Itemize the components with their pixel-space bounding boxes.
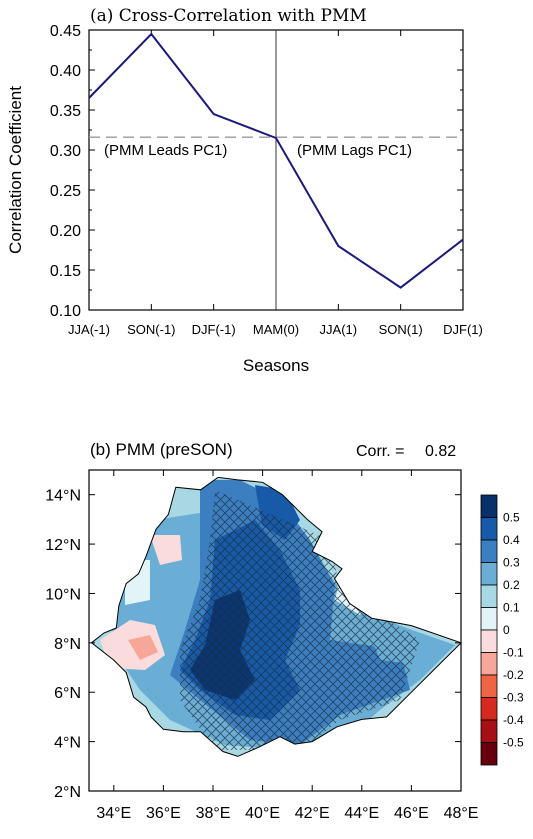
panel-b-title: (b) PMM (preSON)	[90, 440, 233, 459]
lon-tick-label: 40°E	[245, 805, 280, 822]
lon-tick-label: 42°E	[295, 805, 330, 822]
field-negative-09	[150, 535, 182, 565]
colorbar-label: 0.2	[503, 578, 520, 592]
y-tick-label: 0.10	[50, 303, 81, 320]
lon-tick-label: 36°E	[146, 805, 181, 822]
colorbar: 0.5 0.4 0.3 0.2 0.1 0 -0.1 -0.2 -0.3 -0.4 -0.5	[480, 494, 524, 766]
map-panel: (b) PMM (preSON) Corr. = 0.82 14°N 12°N 10…	[45, 440, 524, 822]
colorbar-swatch	[480, 494, 498, 518]
colorbar-swatch	[480, 629, 498, 653]
colorbar-swatch	[480, 652, 498, 676]
pmm-leads-annotation: (PMM Leads PC1)	[104, 142, 227, 159]
colorbar-label: 0	[503, 623, 510, 637]
lon-tick-label: 34°E	[96, 805, 131, 822]
x-tick-label: DJF(1)	[443, 322, 483, 337]
colorbar-swatch	[480, 539, 498, 563]
lat-tick-label: 10°N	[45, 586, 81, 603]
lon-tick-label: 38°E	[196, 805, 231, 822]
lat-tick-label: 2°N	[54, 784, 81, 801]
map-frame	[88, 469, 462, 792]
x-tick-label: SON(1)	[379, 322, 423, 337]
corr-label: Corr. =	[356, 443, 404, 460]
colorbar-swatch	[480, 742, 498, 766]
y-axis-ticks: 0.10 0.15 0.20 0.25 0.30 0.35 0.40 0.45	[50, 23, 463, 320]
x-tick-label: JJA(1)	[320, 322, 358, 337]
significance-hatching	[180, 490, 420, 750]
pmm-lags-annotation: (PMM Lags PC1)	[297, 142, 412, 159]
x-tick-label: JJA(-1)	[68, 322, 110, 337]
x-axis-ticks: JJA(-1) SON(-1) DJF(-1) MAM(0) JJA(1) SON(1) D…	[68, 30, 483, 337]
colorbar-label: -0.2	[503, 668, 524, 682]
y-tick-label: 0.35	[50, 103, 81, 120]
y-tick-label: 0.30	[50, 143, 81, 160]
lon-tick-label: 48°E	[444, 805, 479, 822]
panel-a-title: (a) Cross-Correlation with PMM	[90, 6, 367, 26]
y-tick-label: 0.45	[50, 23, 81, 40]
x-tick-label: DJF(-1)	[192, 322, 236, 337]
y-axis-label: Correlation Coefficient	[6, 86, 25, 254]
lat-tick-label: 6°N	[54, 685, 81, 702]
colorbar-swatch	[480, 607, 498, 631]
lat-tick-label: 8°N	[54, 636, 81, 653]
colorbar-label: 0.4	[503, 533, 520, 547]
colorbar-label: 0.3	[503, 556, 520, 570]
colorbar-label: -0.1	[503, 646, 524, 660]
colorbar-swatch	[480, 584, 498, 608]
country-outline	[90, 476, 462, 757]
colorbar-swatch	[480, 562, 498, 586]
colorbar-label: 0.5	[503, 511, 520, 525]
lat-tick-label: 14°N	[45, 488, 81, 505]
x-axis-label: Seasons	[243, 356, 309, 375]
latitude-ticks: 14°N 12°N 10°N 8°N 6°N 4°N 2°N	[45, 488, 461, 801]
y-tick-label: 0.20	[50, 223, 81, 240]
y-tick-label: 0.15	[50, 263, 81, 280]
colorbar-label: -0.5	[503, 736, 524, 750]
field-negative-08	[128, 635, 158, 660]
lon-tick-label: 44°E	[344, 805, 379, 822]
colorbar-swatch	[480, 697, 498, 721]
y-tick-label: 0.25	[50, 183, 81, 200]
colorbar-swatch	[480, 674, 498, 698]
colorbar-swatch	[480, 517, 498, 541]
colorbar-label: -0.4	[503, 713, 524, 727]
colorbar-label: -0.3	[503, 691, 524, 705]
corr-value: 0.82	[425, 443, 456, 460]
colorbar-swatch	[480, 719, 498, 743]
line-chart-panel: (a) Cross-Correlation with PMM 0.100.150…	[6, 6, 483, 375]
y-tick-label: 0.40	[50, 63, 81, 80]
x-tick-label: SON(-1)	[127, 322, 175, 337]
colorbar-label: 0.1	[503, 601, 520, 615]
lon-tick-label: 46°E	[394, 805, 429, 822]
x-tick-label: MAM(0)	[253, 322, 299, 337]
lat-tick-label: 12°N	[45, 537, 81, 554]
lat-tick-label: 4°N	[54, 735, 81, 752]
longitude-ticks: 34°E 36°E 38°E 40°E 42°E 44°E 46°E 48°E	[96, 470, 478, 822]
